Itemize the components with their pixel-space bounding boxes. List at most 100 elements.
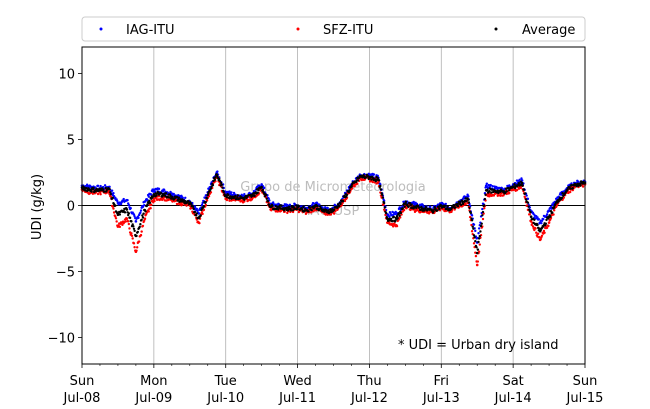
data-point [197, 212, 201, 215]
data-point [125, 217, 129, 221]
data-point [570, 184, 573, 187]
data-point [234, 194, 237, 198]
data-point [184, 196, 187, 199]
data-point [129, 206, 132, 210]
urban-dry-island-note: * UDI = Urban dry island [398, 338, 558, 353]
data-point [436, 209, 439, 212]
data-point [131, 237, 134, 240]
data-point [391, 213, 395, 217]
data-point [536, 223, 539, 227]
data-point [527, 208, 531, 211]
data-point [542, 217, 545, 221]
data-point [198, 221, 201, 225]
data-point [128, 216, 132, 220]
legend-label-average: Average [522, 23, 575, 38]
data-point [536, 216, 539, 219]
data-point [297, 205, 301, 208]
data-point [508, 191, 511, 195]
data-point [162, 188, 166, 191]
data-point [141, 214, 144, 217]
y-tick-label: −10 [48, 332, 75, 347]
data-point [138, 225, 141, 229]
data-point [339, 202, 342, 206]
data-point [392, 215, 396, 219]
data-point [127, 222, 131, 226]
data-point [486, 188, 489, 191]
x-tick-day-label: Thu [356, 374, 381, 389]
data-point [150, 203, 153, 206]
data-point [540, 221, 543, 225]
data-point [202, 205, 206, 208]
data-point [540, 219, 544, 223]
data-point [133, 229, 136, 233]
data-point [336, 203, 340, 206]
data-point [553, 205, 556, 209]
data-point [191, 205, 195, 208]
data-point [99, 184, 102, 188]
data-point [475, 263, 479, 267]
data-point [108, 187, 111, 191]
data-point [214, 176, 217, 179]
data-point [472, 223, 476, 226]
data-point [114, 204, 117, 207]
data-point [530, 223, 533, 227]
data-point [90, 190, 93, 193]
data-point [474, 254, 478, 258]
data-point [279, 209, 283, 213]
data-point [467, 201, 471, 204]
data-point [101, 188, 105, 191]
y-axis-label: UDI (g/kg) [30, 174, 45, 240]
data-point [148, 199, 151, 203]
series-average [80, 173, 587, 255]
data-point [474, 251, 477, 254]
data-point [515, 188, 519, 192]
data-point [216, 170, 219, 173]
data-point [265, 197, 268, 201]
data-point [326, 206, 329, 210]
data-point [468, 206, 471, 210]
data-point [443, 204, 447, 207]
x-tick-date-label: Jul-14 [494, 391, 532, 406]
data-point [200, 203, 204, 207]
data-point [490, 191, 493, 194]
data-point [263, 186, 266, 190]
data-point [127, 203, 131, 207]
data-point [522, 188, 526, 191]
data-point [384, 213, 387, 217]
data-point [540, 234, 544, 237]
data-point [132, 242, 136, 245]
data-point [261, 188, 265, 192]
data-point [477, 250, 481, 253]
data-point [472, 227, 475, 230]
data-point [505, 190, 508, 193]
data-point [112, 211, 116, 214]
data-point [185, 204, 188, 207]
data-point [140, 230, 143, 233]
data-point [382, 201, 386, 205]
data-point [104, 186, 107, 190]
data-point [466, 194, 470, 198]
x-tick-day-label: Sat [502, 374, 523, 389]
data-point [325, 208, 328, 212]
legend-marker-sfz-itu [296, 27, 300, 31]
data-point [544, 222, 548, 225]
data-point [381, 196, 385, 199]
x-tick-day-label: Sun [70, 374, 95, 389]
data-point [128, 227, 131, 230]
data-point [157, 187, 161, 191]
data-point [201, 212, 204, 216]
data-point [307, 210, 310, 213]
x-tick-date-label: Jul-13 [422, 391, 460, 406]
data-point [232, 191, 236, 195]
data-point [264, 193, 268, 197]
data-point [551, 211, 554, 214]
data-point [220, 181, 223, 185]
data-point [280, 204, 283, 207]
data-point [135, 249, 138, 252]
data-point [84, 189, 87, 192]
data-point [545, 218, 548, 222]
data-point [131, 223, 134, 226]
data-point [195, 207, 199, 211]
data-point [356, 179, 360, 182]
data-point [225, 196, 229, 199]
